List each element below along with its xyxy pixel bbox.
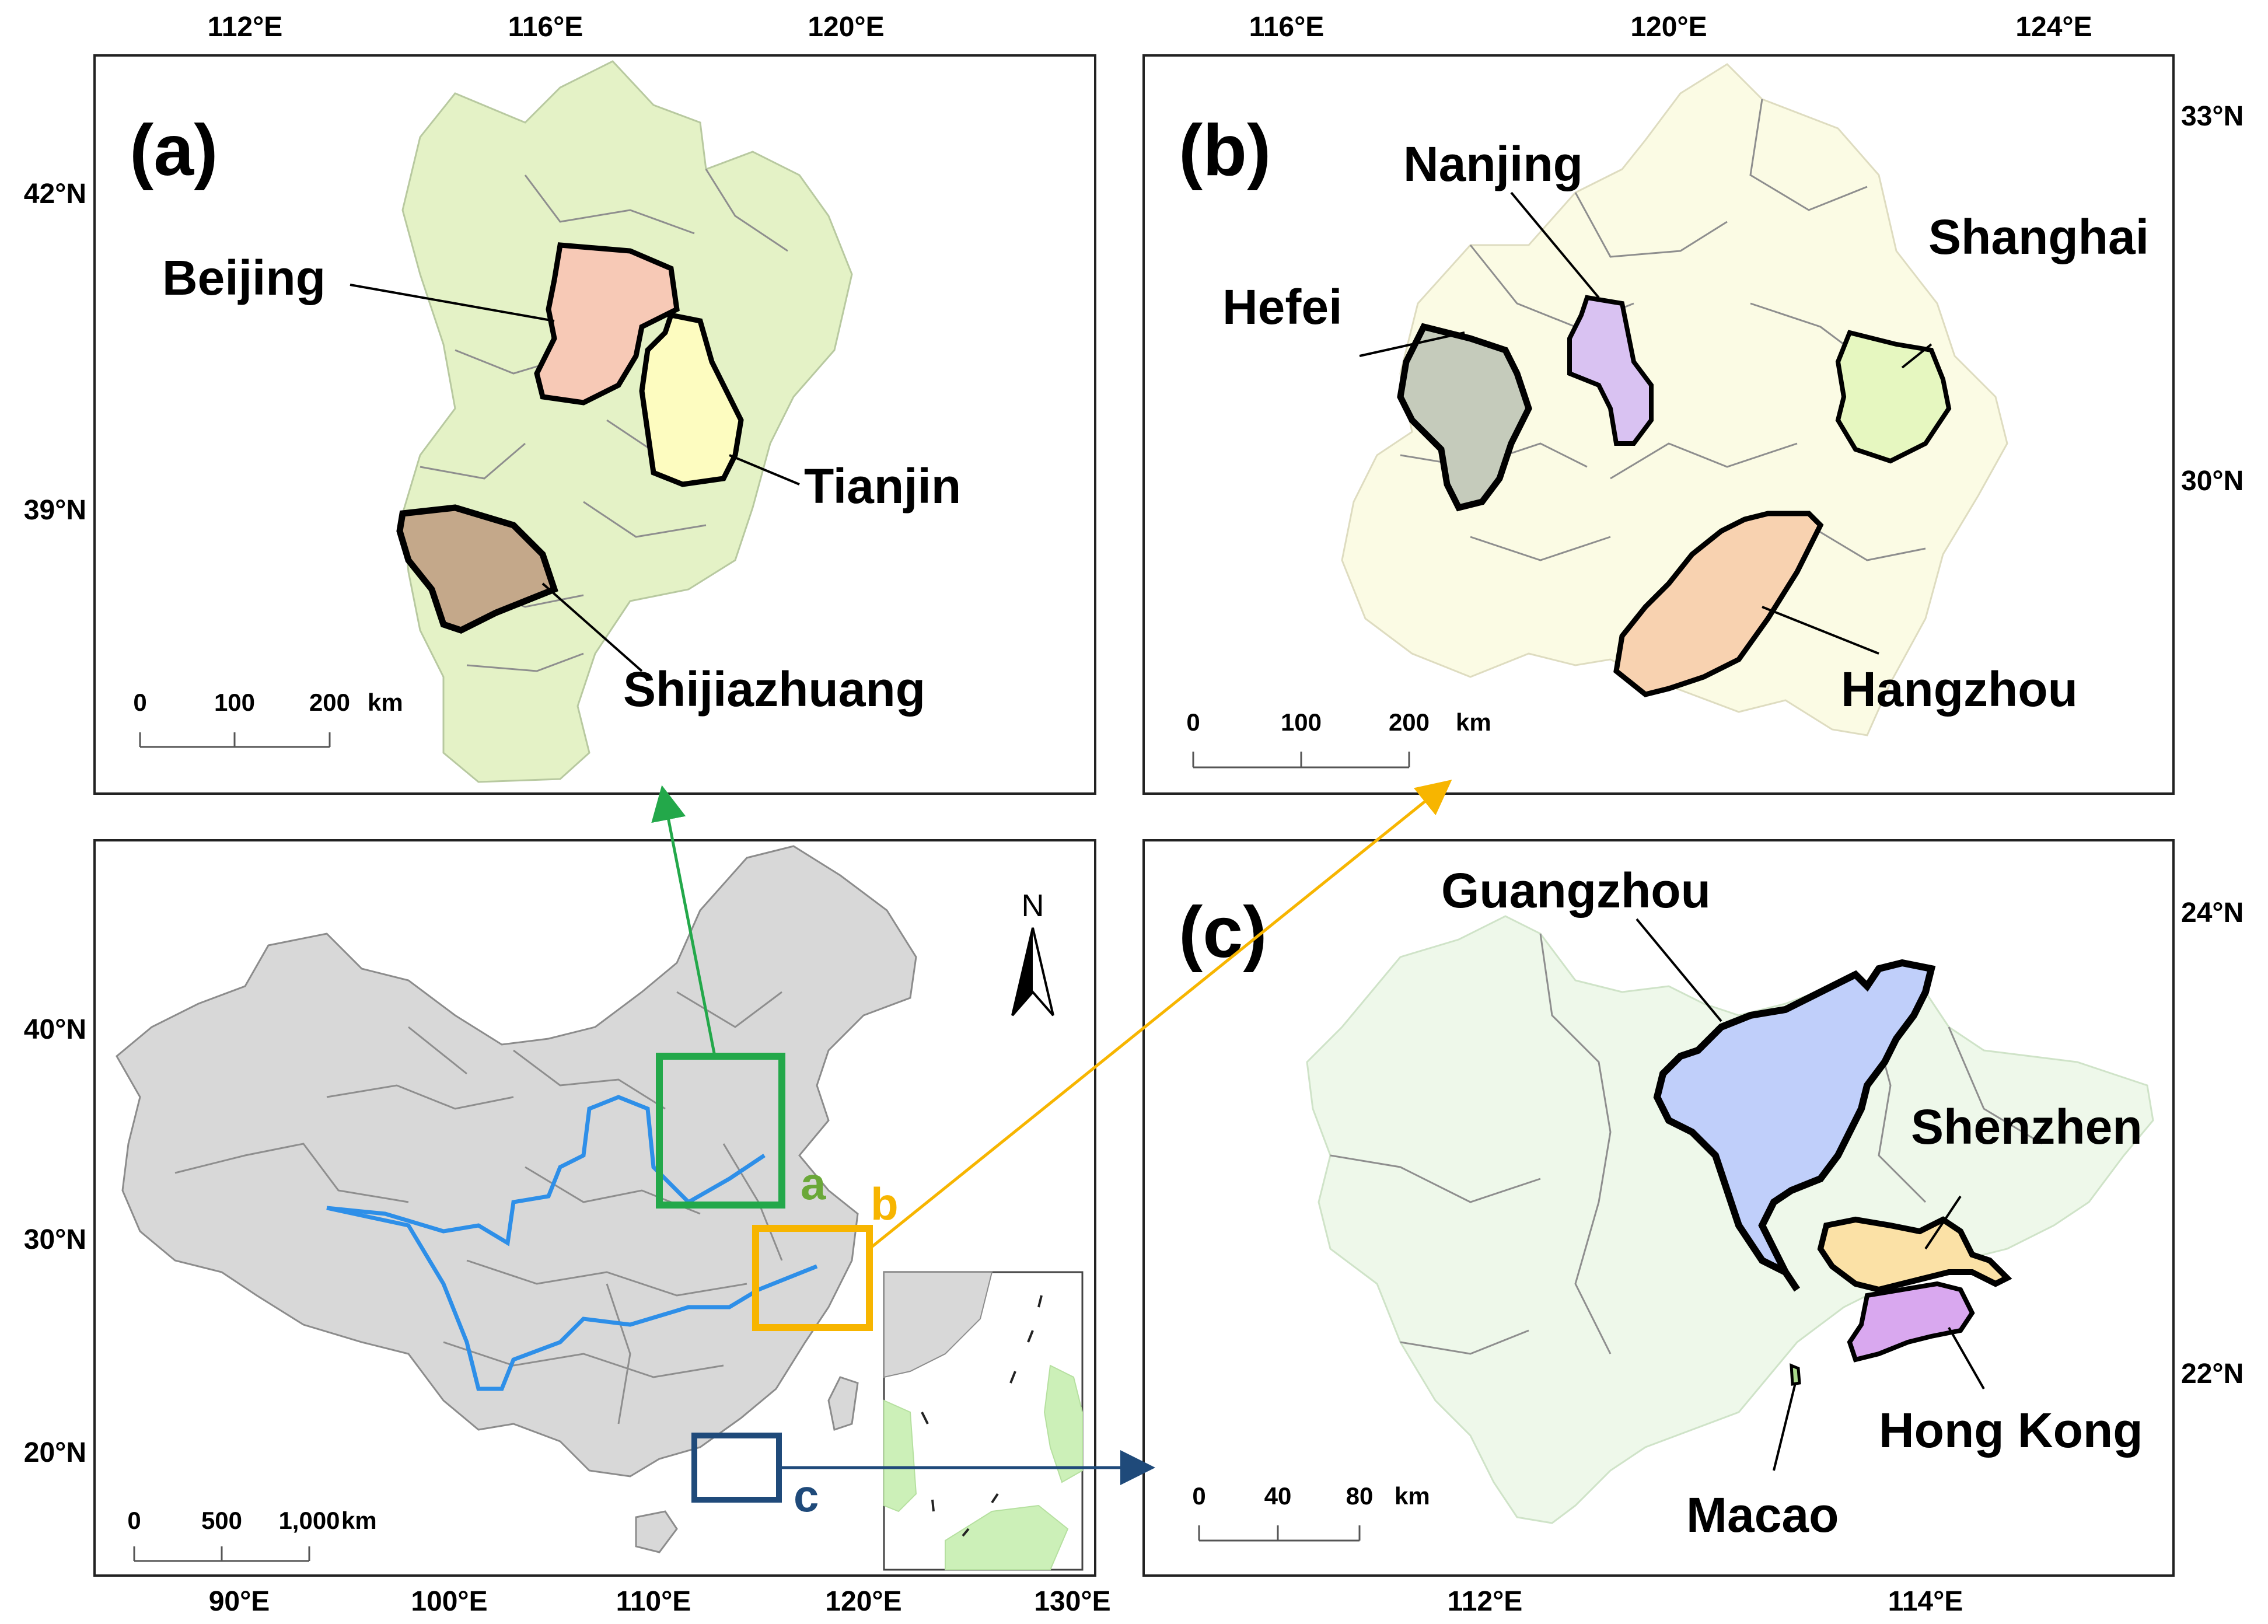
city-label-hefei: Hefei xyxy=(1222,280,1342,334)
north-arrow: N xyxy=(1011,888,1054,1017)
panel-b: 116°E 120°E 124°E 33°N 30°N Nanjing Shan… xyxy=(1142,12,2243,795)
scale-label: 200 xyxy=(309,689,350,716)
scale-label: 0 xyxy=(1192,1482,1205,1510)
city-label-hangzhou: Hangzhou xyxy=(1841,662,2078,717)
panel-b-scale-bar: 0 100 200 km xyxy=(1186,708,1491,769)
city-label-guangzhou: Guangzhou xyxy=(1441,863,1711,918)
hefei-leader xyxy=(1359,331,1465,357)
scale-label: 1,000 xyxy=(278,1507,340,1534)
city-label-shenzhen: Shenzhen xyxy=(1911,1099,2143,1154)
scale-label: 100 xyxy=(1281,708,1322,736)
overview-lat-tick: 30°N xyxy=(24,1224,86,1255)
overview-lon-tick: 110°E xyxy=(616,1586,691,1617)
macao-area xyxy=(1790,1363,1801,1386)
panel-c-lon-tick: 112°E xyxy=(1448,1586,1523,1617)
scale-label: 0 xyxy=(127,1507,141,1534)
overview-lon-tick: 100°E xyxy=(411,1586,487,1617)
scale-label: 500 xyxy=(201,1507,242,1534)
panel-b-lat-tick: 30°N xyxy=(2181,466,2243,497)
city-label-nanjing: Nanjing xyxy=(1403,137,1583,191)
panel-c: 112°E 114°E 24°N 22°N Guangzhou Shenzhen… xyxy=(1142,839,2243,1617)
scale-label: 80 xyxy=(1346,1482,1374,1510)
yangtze-river xyxy=(326,1206,818,1391)
nanjing-leader xyxy=(1510,191,1600,299)
panel-a-lon-tick: 116°E xyxy=(508,12,583,43)
tianjin-leader xyxy=(729,454,800,486)
beijing-leader xyxy=(350,284,555,322)
overview-lat-tick: 40°N xyxy=(24,1014,86,1045)
panel-b-lon-tick: 120°E xyxy=(1630,12,1707,43)
city-label-tianjin: Tianjin xyxy=(804,459,961,514)
scale-label: 100 xyxy=(214,689,255,716)
yangtze-delta-region xyxy=(1341,63,2008,736)
box-label-b: b xyxy=(871,1178,899,1230)
scale-label: 0 xyxy=(133,689,146,716)
panel-c-letter: (c) xyxy=(1179,892,1267,973)
scale-unit: km xyxy=(1395,1482,1430,1510)
city-label-shijiazhuang: Shijiazhuang xyxy=(623,662,925,717)
scale-label: 200 xyxy=(1389,708,1430,736)
panel-c-scale-bar: 0 40 80 km xyxy=(1192,1482,1430,1542)
shenzhen-leader xyxy=(1924,1195,1962,1250)
scale-unit: km xyxy=(1456,708,1491,736)
overview-lat-tick: 20°N xyxy=(24,1437,86,1468)
panel-b-lon-tick: 116°E xyxy=(1249,12,1325,43)
box-b xyxy=(752,1225,873,1331)
shanghai-leader xyxy=(1901,343,1932,369)
yellow-river xyxy=(326,1095,766,1246)
box-label-c: c xyxy=(794,1470,819,1521)
panel-a-lon-tick: 120°E xyxy=(808,12,884,43)
prefecture-boundaries xyxy=(1330,933,2043,1355)
overview-map: 90°E 100°E 110°E 120°E 130°E 40°N 30°N 2… xyxy=(24,839,1111,1617)
overview-lon-tick: 120°E xyxy=(825,1586,901,1617)
overview-lon-tick: 130°E xyxy=(1034,1586,1110,1617)
hongkong-leader xyxy=(1948,1327,1985,1389)
shijiazhuang-leader xyxy=(541,582,643,672)
panel-b-lon-tick: 124°E xyxy=(2015,12,2092,43)
macao-leader xyxy=(1773,1382,1797,1471)
hangzhou-leader xyxy=(1762,606,1879,655)
tianjin-area xyxy=(639,312,744,487)
panel-c-lat-tick: 24°N xyxy=(2181,897,2243,928)
guangzhou-area xyxy=(1653,959,1936,1292)
scale-label: 0 xyxy=(1186,708,1200,736)
panel-a-lat-tick: 42°N xyxy=(24,179,86,209)
guangzhou-leader xyxy=(1636,918,1722,1022)
scale-unit: km xyxy=(341,1507,377,1534)
scale-unit: km xyxy=(368,689,403,716)
shenzhen-area xyxy=(1817,1216,2012,1293)
north-arrow-label: N xyxy=(1022,888,1044,923)
overview-scale-bar: 0 500 1,000 km xyxy=(127,1507,377,1562)
shijiazhuang-area xyxy=(396,504,558,634)
panel-a: 112°E 116°E 120°E 42°N 39°N Beijing Tian… xyxy=(24,12,1096,795)
city-label-hongkong: Hong Kong xyxy=(1879,1403,2143,1458)
overview-lon-tick: 90°E xyxy=(209,1586,270,1617)
connector-arrow-b xyxy=(868,780,1452,1250)
city-label-macao: Macao xyxy=(1686,1487,1839,1542)
hainan-island xyxy=(635,1510,678,1553)
connector-arrow-a xyxy=(651,785,717,1057)
china-landmass xyxy=(116,845,917,1478)
nanjing-area xyxy=(1567,295,1654,446)
city-label-beijing: Beijing xyxy=(162,250,326,305)
hongkong-area xyxy=(1847,1281,1975,1363)
hangzhou-area xyxy=(1613,511,1824,697)
city-label-shanghai: Shanghai xyxy=(1928,209,2149,264)
panel-c-lon-tick: 114°E xyxy=(1888,1586,1963,1617)
scale-label: 40 xyxy=(1264,1482,1292,1510)
taiwan-island xyxy=(827,1376,859,1431)
box-label-a: a xyxy=(801,1158,826,1209)
hefei-area xyxy=(1397,323,1532,512)
panel-a-lon-tick: 112°E xyxy=(208,12,283,43)
south-china-sea-inset xyxy=(883,1271,1084,1571)
panel-a-lat-tick: 39°N xyxy=(24,495,86,526)
box-a xyxy=(656,1053,785,1209)
panel-b-lat-tick: 33°N xyxy=(2181,101,2243,132)
beijing-area xyxy=(534,242,680,406)
panel-a-scale-bar: 0 100 200 km xyxy=(133,689,403,748)
panel-c-lat-tick: 22°N xyxy=(2181,1358,2243,1389)
panel-b-letter: (b) xyxy=(1179,110,1271,191)
panel-a-letter: (a) xyxy=(130,110,218,191)
